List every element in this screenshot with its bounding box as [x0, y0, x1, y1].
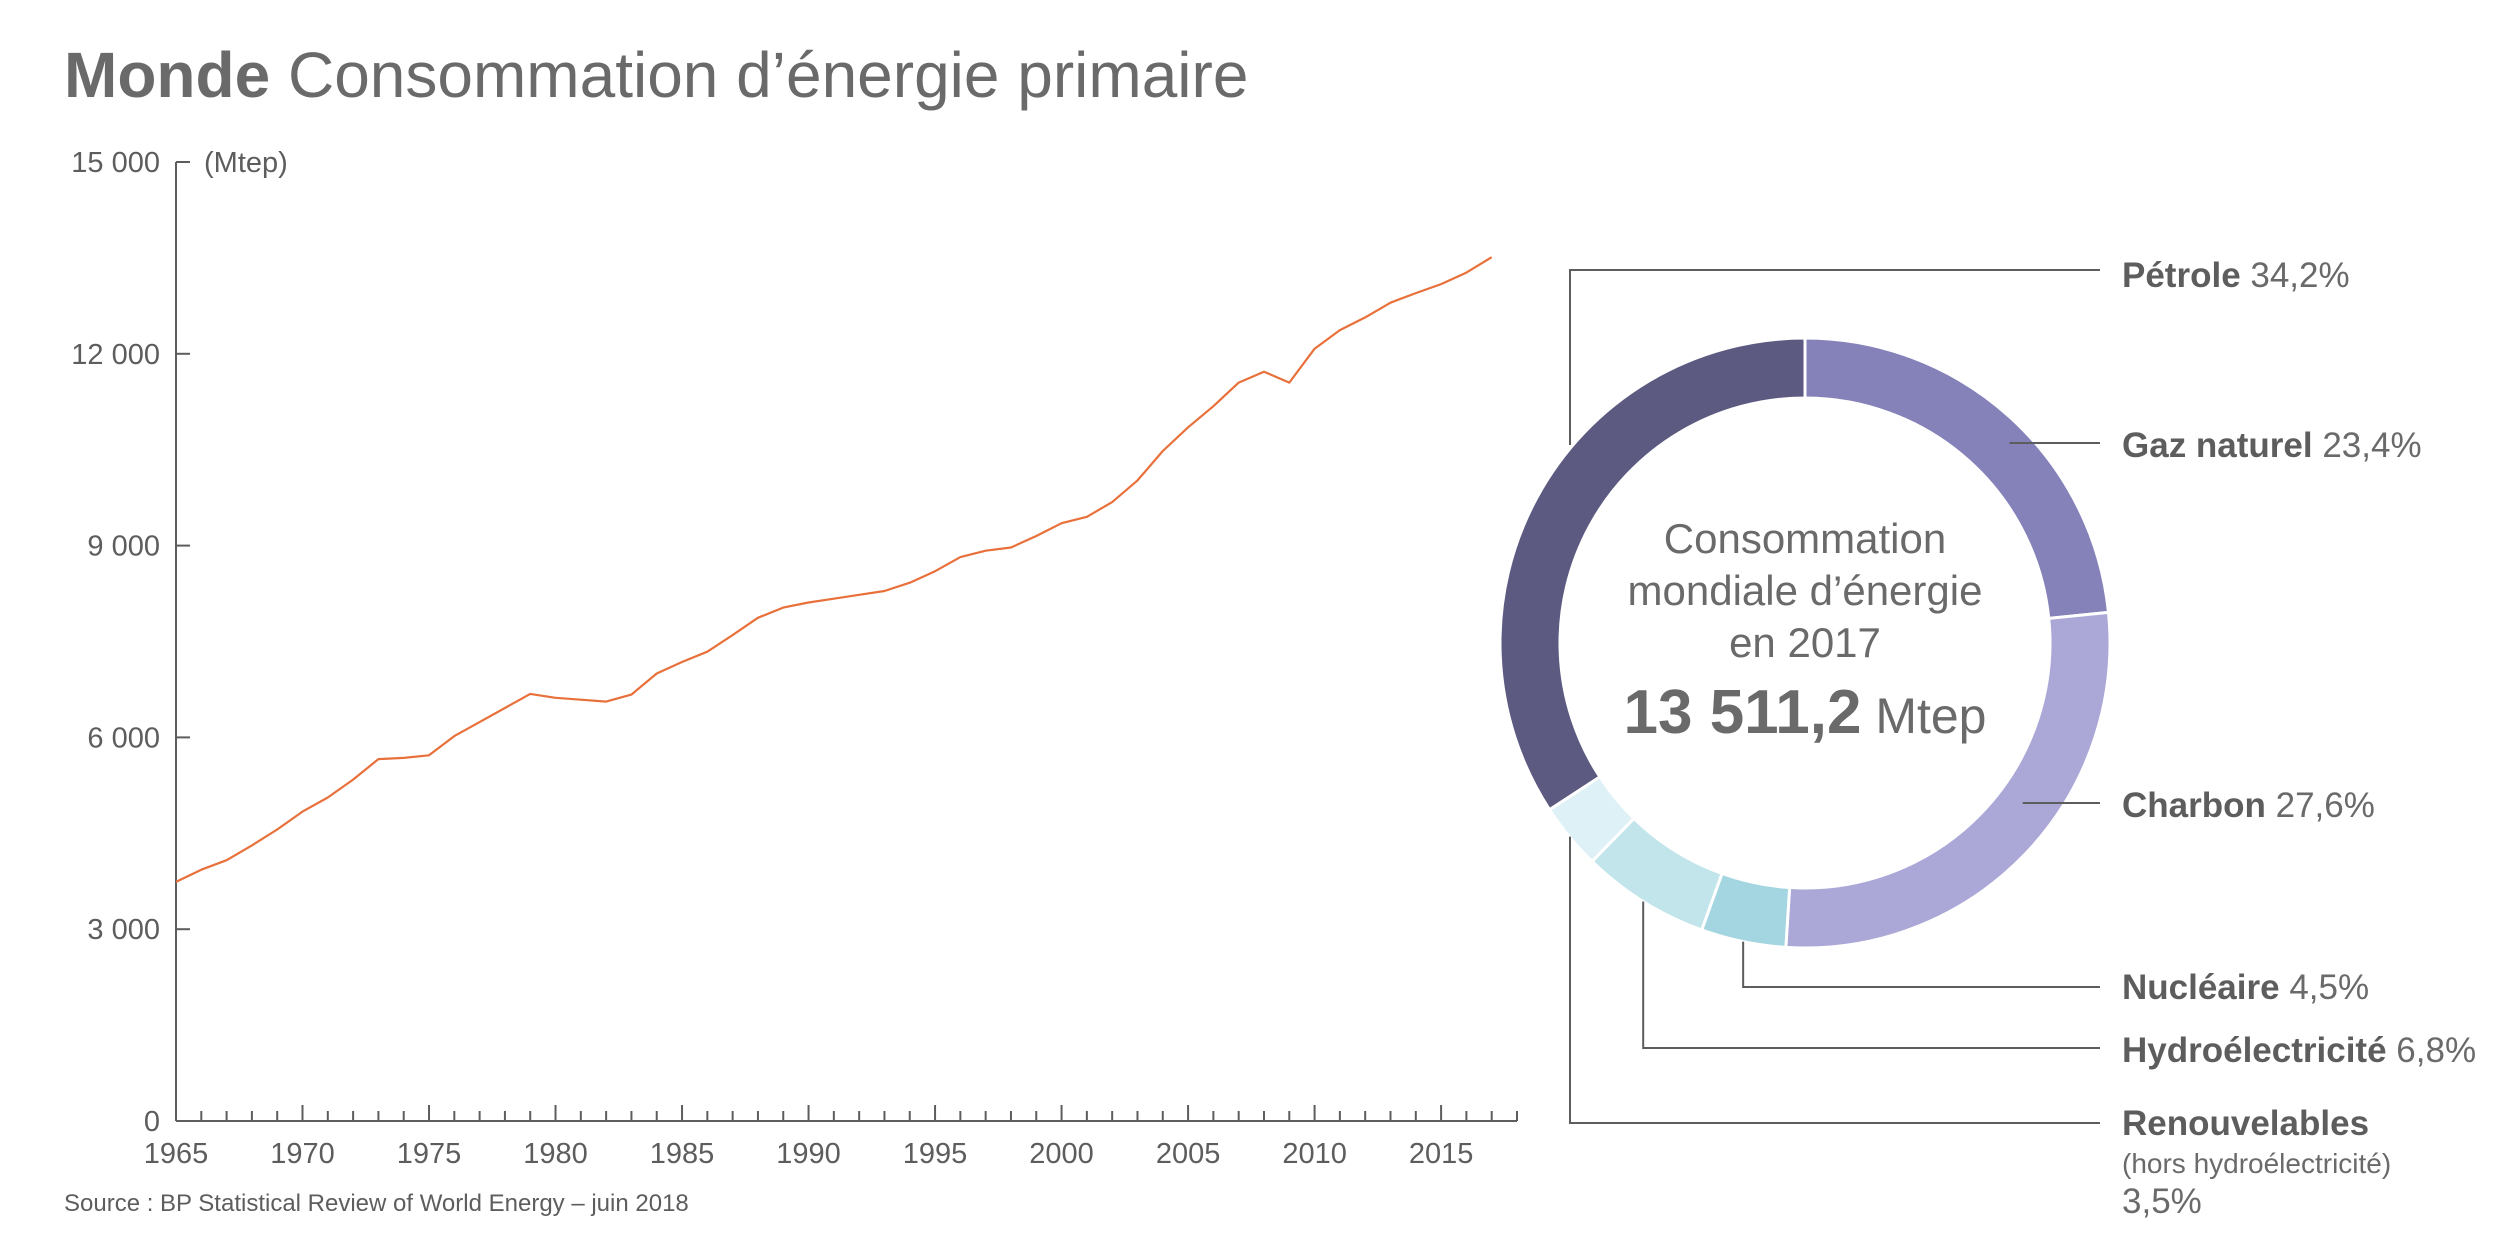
legend-name: Pétrole — [2122, 256, 2241, 295]
x-tick-label: 2015 — [1409, 1138, 1474, 1170]
x-tick-label: 2005 — [1156, 1138, 1221, 1170]
consumption-series-line — [175, 256, 1493, 883]
leader-nucleaire — [1742, 941, 2100, 988]
chart-title: Monde Consommation d’énergie primaire — [64, 38, 1248, 112]
y-tick-label: 9 000 — [87, 531, 160, 563]
legend-percent: 34,2% — [2241, 256, 2350, 295]
title-bold: Monde — [64, 39, 271, 111]
legend-label: Charbon 27,6% — [2122, 786, 2375, 825]
x-tick-label: 1975 — [397, 1138, 462, 1170]
title-rest: Consommation d’énergie primaire — [287, 39, 1249, 111]
line-chart: 0 3 000 6 000 9 000 12 000 15 000 (Mtep) 1965 19… — [71, 147, 1518, 1170]
y-tick-label: 12 000 — [71, 339, 160, 371]
legend-name: Gaz naturel — [2122, 426, 2313, 465]
donut-chart: Pétrole 34,2% Gaz naturel 23,4% Charbon 27… — [1498, 256, 2476, 1221]
legend-label: Pétrole 34,2% — [2122, 256, 2350, 295]
y-tick-label: 0 — [144, 1106, 160, 1138]
donut-center-text: mondiale d’énergie — [1628, 567, 1983, 614]
legend-name: Charbon — [2122, 786, 2266, 825]
legend-name: Renouvelables — [2122, 1104, 2369, 1143]
y-tick-label: 3 000 — [87, 914, 160, 946]
legend-label: Nucléaire 4,5% — [2122, 968, 2369, 1007]
x-tick-label: 1990 — [776, 1138, 841, 1170]
legend-percent: 3,5% — [2122, 1182, 2202, 1221]
x-tick-label: 1995 — [903, 1138, 968, 1170]
legend-percent: 4,5% — [2280, 968, 2370, 1007]
legend-note: (hors hydroélectricité) — [2122, 1148, 2391, 1179]
legend-label: Gaz naturel 23,4% — [2122, 426, 2422, 465]
legend-name: Hydroélectricité — [2122, 1031, 2387, 1070]
leader-hydro — [1642, 901, 2100, 1049]
y-tick-label: 6 000 — [87, 722, 160, 754]
donut-center-text: Consommation — [1664, 515, 1946, 562]
y-tick-label: 15 000 — [71, 147, 160, 179]
legend-percent: 23,4% — [2313, 426, 2422, 465]
source-note: Source : BP Statistical Review of World … — [64, 1190, 689, 1217]
donut-slice — [1498, 336, 1807, 812]
legend-label: Renouvelables — [2122, 1104, 2369, 1143]
total-value: 13 511,2 — [1624, 678, 1862, 747]
leader-renouvelables — [1569, 836, 2100, 1124]
legend-label: Hydroélectricité 6,8% — [2122, 1031, 2476, 1070]
x-tick-label: 1985 — [650, 1138, 715, 1170]
y-axis-unit-label: (Mtep) — [204, 147, 288, 179]
x-tick-label: 2010 — [1282, 1138, 1347, 1170]
x-tick-label: 1980 — [523, 1138, 588, 1170]
leader-petrole — [1569, 269, 2100, 445]
donut-center-text: en 2017 — [1729, 619, 1881, 666]
legend-percent: 6,8% — [2387, 1031, 2477, 1070]
total-unit: Mtep — [1861, 688, 1986, 744]
donut-center-total: 13 511,2 Mtep — [1624, 678, 1987, 747]
legend-percent: 27,6% — [2266, 786, 2375, 825]
x-tick-label: 1965 — [144, 1138, 209, 1170]
x-tick-label: 1970 — [270, 1138, 335, 1170]
legend-name: Nucléaire — [2122, 968, 2280, 1007]
x-tick-label: 2000 — [1029, 1138, 1094, 1170]
